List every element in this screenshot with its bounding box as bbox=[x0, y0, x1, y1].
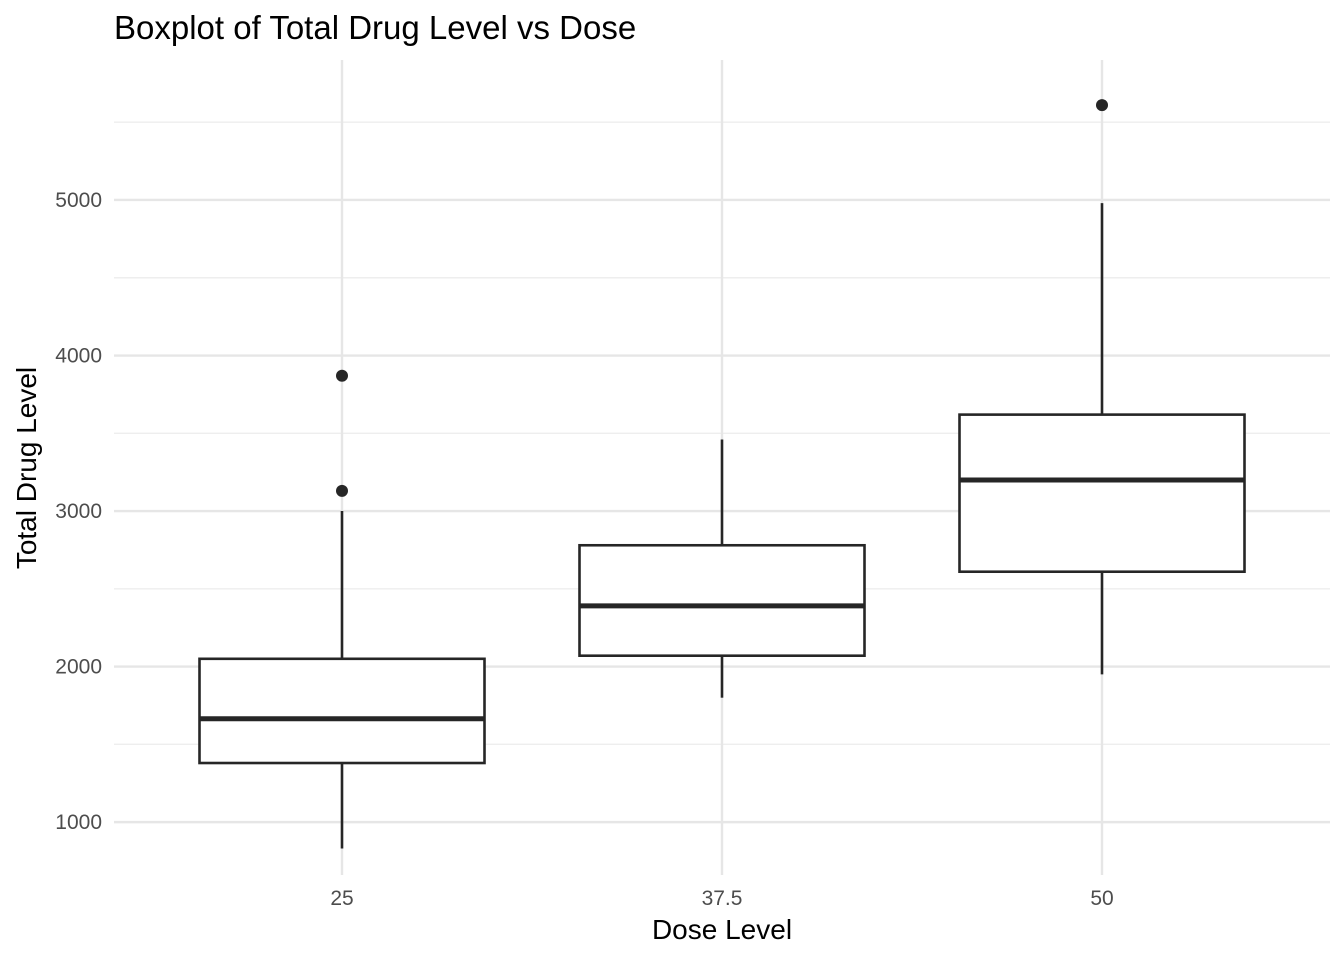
y-tick-label: 5000 bbox=[55, 189, 102, 212]
y-tick-label: 4000 bbox=[55, 345, 102, 368]
y-tick-label: 3000 bbox=[55, 500, 102, 523]
box-group-50 bbox=[958, 99, 1246, 675]
chart-title: Boxplot of Total Drug Level vs Dose bbox=[114, 9, 636, 46]
x-tick-label: 50 bbox=[1090, 887, 1113, 910]
x-tick-label: 25 bbox=[330, 887, 353, 910]
y-tick-label: 1000 bbox=[55, 811, 102, 834]
box-group-25 bbox=[198, 369, 486, 849]
box-group-37-5 bbox=[578, 439, 866, 698]
y-tick-label: 2000 bbox=[55, 656, 102, 679]
box-layer bbox=[198, 99, 1246, 849]
x-axis-title: Dose Level bbox=[652, 914, 792, 945]
outlier-point bbox=[1096, 99, 1108, 112]
box-iqr bbox=[958, 413, 1246, 574]
y-axis-title: Total Drug Level bbox=[11, 367, 42, 569]
x-tick-label: 37.5 bbox=[702, 887, 743, 910]
box-iqr bbox=[198, 657, 486, 765]
tick-layer: 1000 2000 3000 4000 5000 25 37.5 50 bbox=[55, 189, 1113, 910]
outlier-point bbox=[336, 369, 348, 382]
outlier-point bbox=[336, 484, 348, 497]
box-iqr bbox=[578, 543, 866, 657]
